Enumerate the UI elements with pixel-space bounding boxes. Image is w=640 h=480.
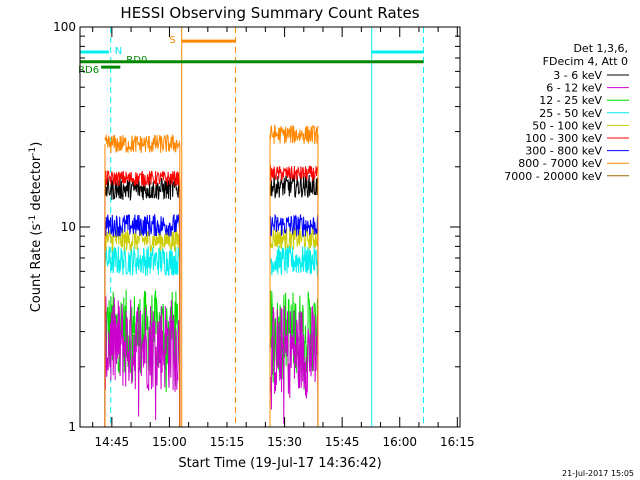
x-tick-label: 15:30 [267,435,302,449]
x-tick-label: 16:15 [440,435,475,449]
legend-header-1: Det 1,3,6, [573,42,628,55]
legend-label: 50 - 100 keV [532,119,602,132]
y-axis-label-main: Count Rate (s [29,224,44,313]
series-line [104,170,181,188]
status-bars: N S RD0 RD6 [78,35,424,76]
x-tick-label: 15:45 [325,435,360,449]
series-line [269,226,319,250]
y-tick-label: 1 [68,420,76,434]
x-tick-label: 14:45 [95,435,130,449]
y-axis-label-end: ) [29,142,44,147]
series-line [104,296,181,421]
y-axis-label-mid: detector [29,155,44,215]
status-label-rd6: RD6 [78,65,99,76]
legend-label: 6 - 12 keV [546,82,602,95]
status-label-n: N [115,46,122,57]
y-axis: 1 10 100 [53,20,460,434]
legend-header-2: FDecim 4, Att 0 [543,55,628,68]
series-line [104,133,181,154]
series-line [269,213,319,238]
series-12-25-kev [104,289,319,427]
series-line [269,165,319,182]
y-tick-label: 10 [61,220,76,234]
series-line [104,177,181,201]
y-axis-label-sup2: -1 [28,147,38,156]
status-label-rd0: RD0 [126,55,147,66]
legend-label: 100 - 300 keV [525,132,602,145]
y-axis-label-sup1: -1 [28,215,38,224]
series-line [104,245,181,277]
y-tick-label: 100 [53,20,76,34]
series-line [269,245,319,276]
x-tick-label: 15:15 [210,435,245,449]
legend-label: 800 - 7000 keV [518,157,602,170]
series-line [269,123,319,145]
x-axis-label: Start Time (19-Jul-17 14:36:42) [178,456,381,471]
legend-label: 7000 - 20000 keV [504,170,602,183]
series-line [104,213,181,237]
series-line [269,174,319,200]
y-axis-label: Count Rate (s-1 detector-1) [28,142,44,313]
series-layer [104,123,319,427]
timestamp: 21-Jul-2017 15:05 [561,469,634,478]
series-line [269,305,319,424]
legend-label: 3 - 6 keV [553,69,602,82]
series-800-7000-kev [104,123,319,427]
chart-title: HESSI Observing Summary Count Rates [120,4,419,22]
x-tick-label: 16:00 [382,435,417,449]
legend-label: 12 - 25 keV [539,94,602,107]
x-axis: 14:45 15:00 15:15 15:30 15:45 16:00 16:15 [92,27,475,449]
x-tick-label: 15:00 [152,435,187,449]
legend-label: 25 - 50 keV [539,107,602,120]
status-label-s: S [169,35,175,46]
legend-label: 300 - 800 keV [525,145,602,158]
